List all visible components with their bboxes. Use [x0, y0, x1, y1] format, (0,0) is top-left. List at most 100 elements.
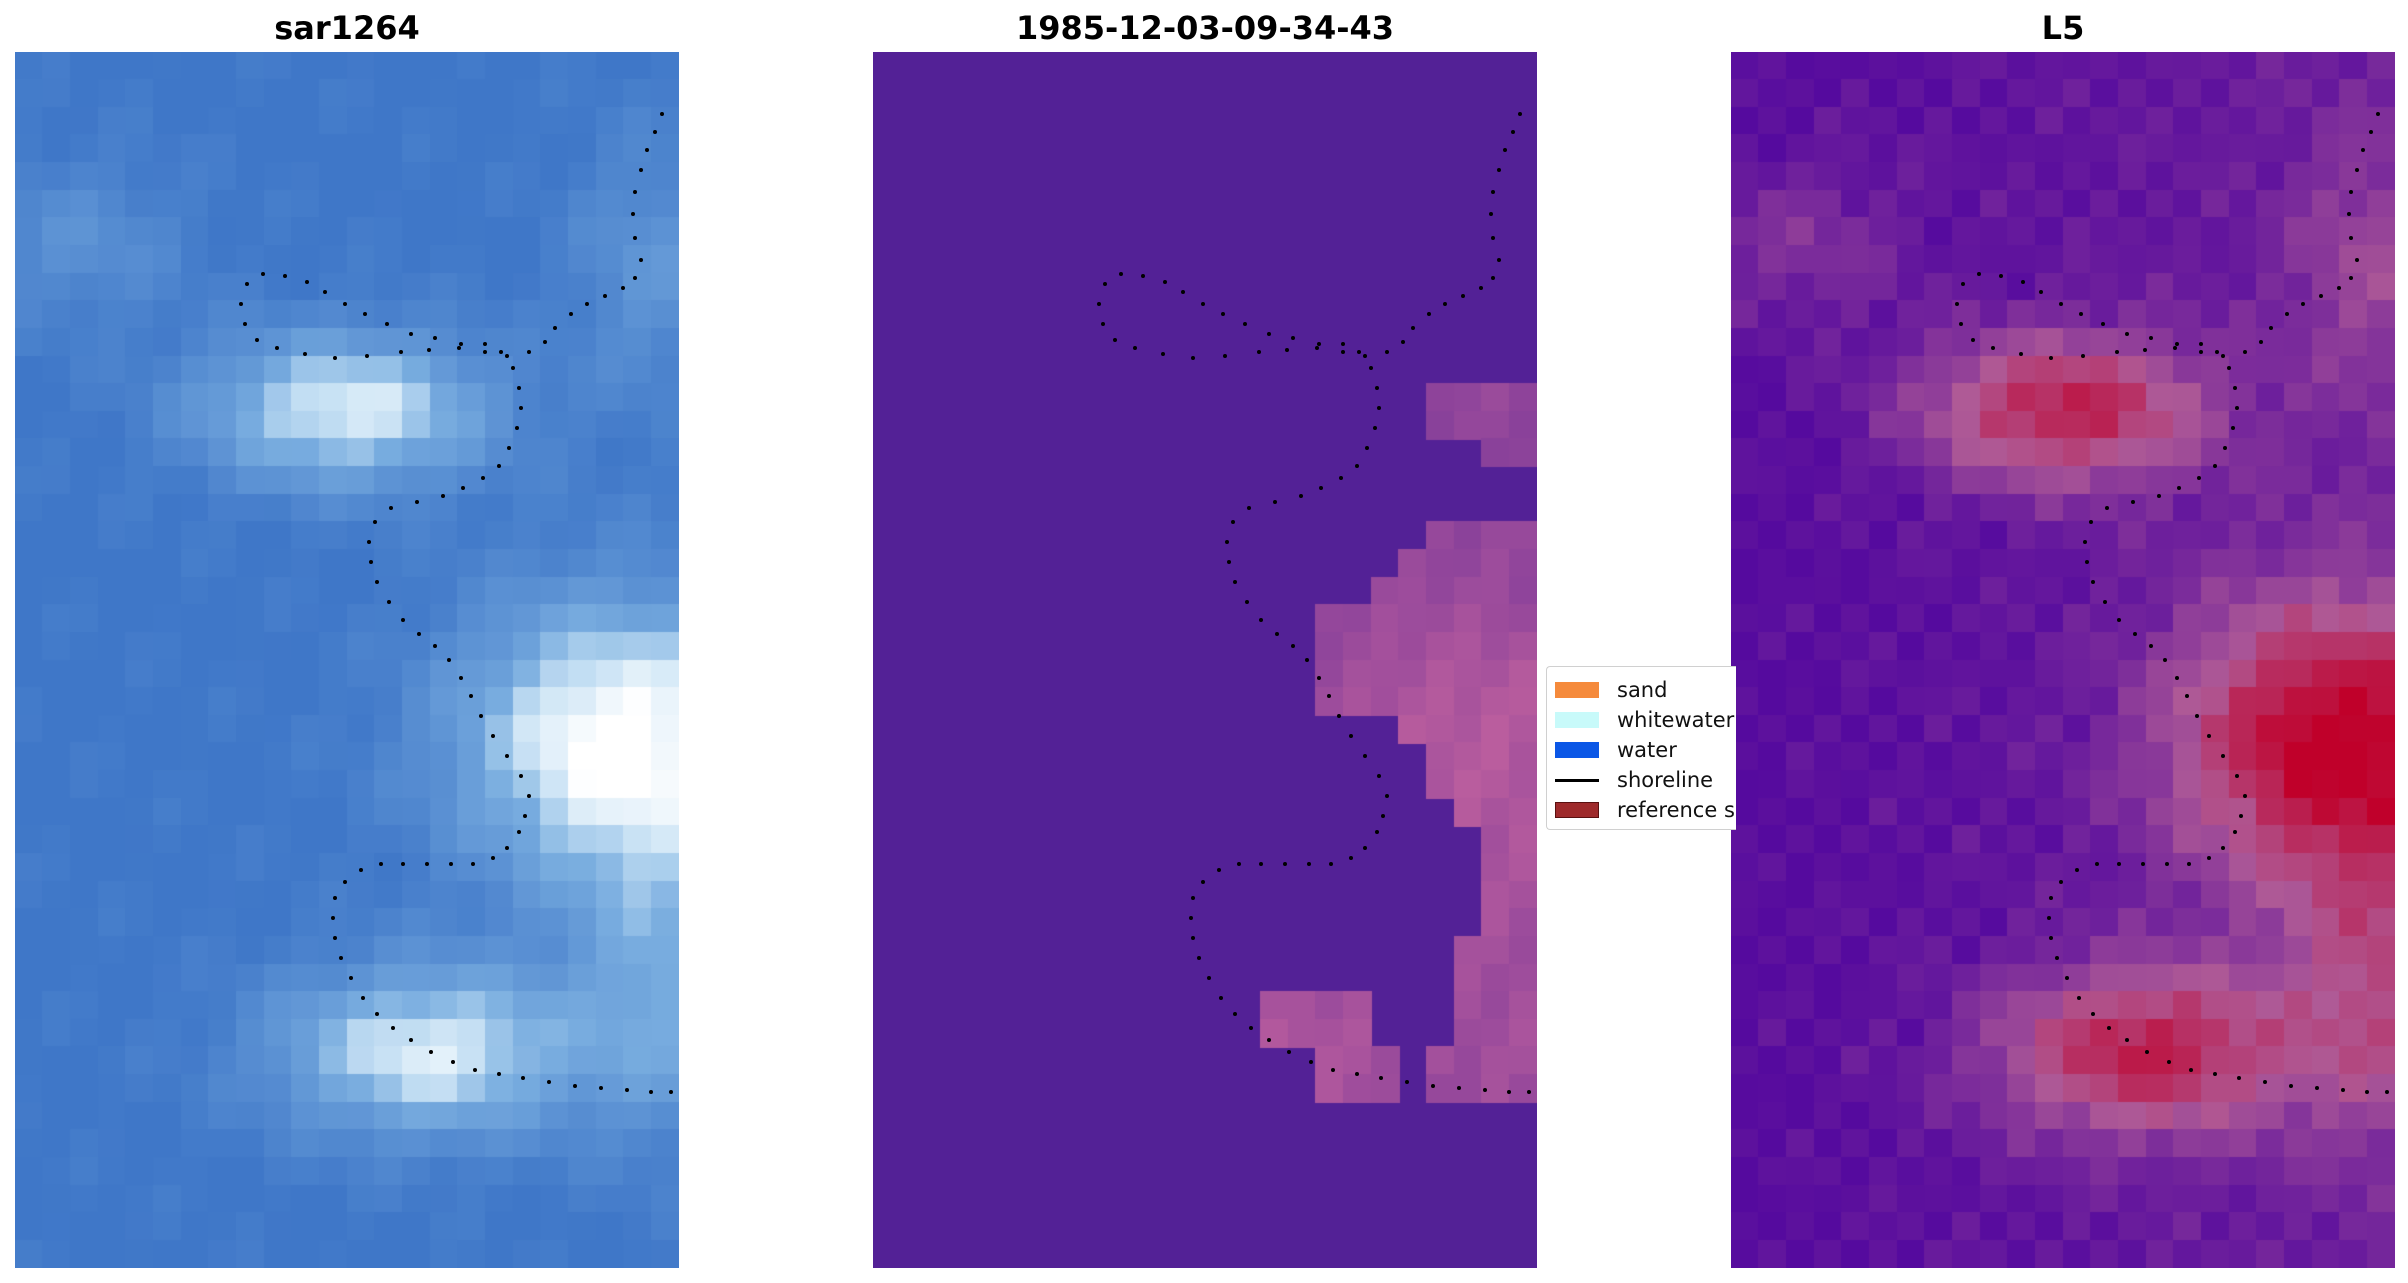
shoreline-dot — [409, 1038, 413, 1042]
shoreline-dot — [1259, 862, 1263, 866]
shoreline-dot — [2143, 348, 2147, 352]
shoreline-dot — [1961, 282, 1965, 286]
shoreline-dot — [2185, 694, 2189, 698]
shoreline-dot — [1497, 168, 1501, 172]
shoreline-dot — [2376, 112, 2380, 116]
shoreline-dot — [1103, 282, 1107, 286]
shoreline-dot — [1291, 644, 1295, 648]
shoreline-dot — [2213, 1072, 2217, 1076]
shoreline-dot — [2223, 446, 2227, 450]
shoreline-dot — [2091, 1012, 2095, 1016]
shoreline-dot — [283, 274, 287, 278]
shoreline-dot — [2095, 862, 2099, 866]
shoreline-dot — [2163, 658, 2167, 662]
shoreline-dot — [2269, 326, 2273, 330]
shoreline-dot — [409, 332, 413, 336]
shoreline-dot — [1357, 350, 1361, 354]
shoreline-dot — [639, 168, 643, 172]
shoreline-dot — [1377, 406, 1381, 410]
shoreline-dot — [505, 846, 509, 850]
shoreline-dot — [451, 1060, 455, 1064]
shoreline-dot — [361, 996, 365, 1000]
shoreline-overlay — [239, 112, 673, 1094]
shoreline-dot — [1375, 830, 1379, 834]
shoreline-dot — [1113, 338, 1117, 342]
shoreline-dot — [553, 326, 557, 330]
shoreline-dot — [459, 342, 463, 346]
shoreline-dot — [343, 302, 347, 306]
shoreline-dot — [1161, 352, 1165, 356]
shoreline-dot — [1381, 814, 1385, 818]
shoreline-dot — [1461, 294, 1465, 298]
shoreline-dot — [1259, 618, 1263, 622]
shoreline-dot — [2117, 862, 2121, 866]
shoreline-dot — [603, 294, 607, 298]
shoreline-dot — [573, 1084, 577, 1088]
legend-item-whitewater: whitewater — [1555, 705, 1736, 735]
shoreline-dot — [2047, 916, 2051, 920]
shoreline-dot — [1227, 560, 1231, 564]
shoreline-dot — [2089, 520, 2093, 524]
shoreline-dot — [1327, 694, 1331, 698]
shoreline-dot — [2221, 754, 2225, 758]
shoreline-dot — [517, 386, 521, 390]
shoreline-dot — [1191, 356, 1195, 360]
shoreline-dot — [369, 560, 373, 564]
shoreline-dot — [2221, 846, 2225, 850]
shoreline-dot — [425, 862, 429, 866]
shoreline-dot — [1217, 868, 1221, 872]
shoreline-dot — [2207, 734, 2211, 738]
shoreline-dot — [1431, 1084, 1435, 1088]
shoreline-dot — [2059, 302, 2063, 306]
shoreline-dot — [2237, 1076, 2241, 1080]
shoreline-dot — [2341, 1088, 2345, 1092]
shoreline-dot — [1457, 1086, 1461, 1090]
shoreline-dot — [1959, 322, 1963, 326]
shoreline-dot — [507, 446, 511, 450]
shoreline-dot — [1189, 916, 1193, 920]
shoreline-dot — [1379, 1076, 1383, 1080]
shoreline-dot — [2355, 168, 2359, 172]
shoreline-dot — [2019, 352, 2023, 356]
shoreline-dot — [505, 354, 509, 358]
shoreline-dot — [1101, 322, 1105, 326]
shoreline-dot — [363, 312, 367, 316]
shoreline-dot — [2021, 280, 2025, 284]
panel-title-rgb: sar1264 — [274, 9, 420, 47]
shoreline-dot — [373, 520, 377, 524]
shoreline-dot — [1287, 1050, 1291, 1054]
shoreline-dot — [1999, 274, 2003, 278]
shoreline-dot — [2083, 540, 2087, 544]
shoreline-dot — [1497, 258, 1501, 262]
shoreline-dot — [625, 1088, 629, 1092]
legend-label: reference s — [1617, 798, 1735, 822]
shoreline-dot — [1491, 276, 1495, 280]
shoreline-dot — [2059, 880, 2063, 884]
shoreline-dot — [1977, 272, 1981, 276]
shoreline-dot — [527, 350, 531, 354]
shoreline-dot — [1097, 302, 1101, 306]
shoreline-dot — [2337, 286, 2341, 290]
legend: sand whitewater water shoreline referenc… — [1546, 666, 1736, 830]
shoreline-dot — [523, 814, 527, 818]
shoreline-dot — [2319, 294, 2323, 298]
shoreline-dot — [1527, 1090, 1531, 1094]
shoreline-dot — [1363, 354, 1367, 358]
shoreline-dot — [1197, 956, 1201, 960]
shoreline-dot — [2349, 236, 2353, 240]
shoreline-dot — [1267, 1038, 1271, 1042]
shoreline-dot — [375, 580, 379, 584]
shoreline-dot — [2145, 1050, 2149, 1054]
shoreline-dot — [2235, 406, 2239, 410]
shoreline-dot — [387, 600, 391, 604]
shoreline-dot — [459, 676, 463, 680]
shoreline-dot — [2049, 896, 2053, 900]
shoreline-dot — [2103, 600, 2107, 604]
shoreline-dot — [275, 346, 279, 350]
shoreline-dot — [2233, 830, 2237, 834]
shoreline-dot — [521, 1076, 525, 1080]
shoreline-dot — [2243, 794, 2247, 798]
shoreline-dot — [481, 476, 485, 480]
shoreline-dot — [2207, 856, 2211, 860]
shoreline-dot — [2101, 322, 2105, 326]
